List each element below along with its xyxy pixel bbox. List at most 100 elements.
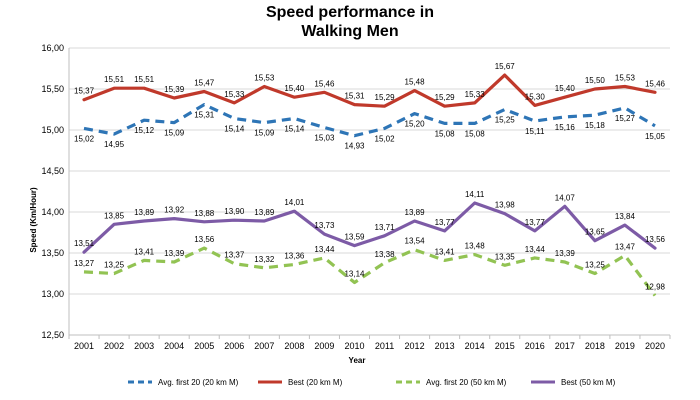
x-tick-label: 2008 [284, 341, 304, 351]
series-lines [82, 73, 657, 297]
data-label: 14,07 [555, 193, 576, 202]
data-label: 15,30 [525, 92, 546, 101]
data-label: 14,95 [104, 140, 125, 149]
x-tick-label: 2009 [314, 341, 334, 351]
legend-label-3: Avg. first 20 (50 km M) [426, 378, 507, 387]
data-label: 13,84 [615, 212, 636, 221]
data-label: 15,09 [164, 129, 185, 138]
data-label: 15,33 [224, 90, 245, 99]
x-tick-label: 2017 [555, 341, 575, 351]
data-label: 13,88 [194, 209, 215, 218]
data-label: 13,39 [555, 249, 576, 258]
series-line-1 [83, 102, 656, 138]
axes: 12,50 13,00 13,50 14,00 14,50 15,00 15,50 16,00… [41, 43, 671, 351]
data-label: 13,77 [435, 218, 456, 227]
legend-label-2: Best (20 km M) [288, 378, 343, 387]
data-label: 13,89 [134, 208, 155, 217]
x-tick-label: 2007 [254, 341, 274, 351]
legend: Avg. first 20 (20 km M) Best (20 km M) Avg… [128, 378, 616, 387]
data-label: 14,93 [344, 142, 365, 151]
data-label: 15,02 [375, 134, 396, 143]
data-label: 15,50 [585, 76, 606, 85]
x-tick-label: 2013 [435, 341, 455, 351]
legend-label-4: Best (50 km M) [561, 378, 616, 387]
data-label: 15,53 [615, 74, 636, 83]
data-label: 15,40 [555, 84, 576, 93]
x-tick-label: 2014 [465, 341, 485, 351]
series-line-2 [82, 73, 657, 108]
data-label: 13,36 [284, 251, 305, 260]
data-label: 13,41 [435, 247, 456, 256]
data-label: 15,09 [254, 129, 275, 138]
x-tick-label: 2001 [74, 341, 94, 351]
data-label: 13,27 [74, 259, 95, 268]
y-tick-label: 15,50 [41, 84, 64, 94]
y-tick-label: 14,50 [41, 166, 64, 176]
data-label: 15,31 [194, 111, 215, 120]
data-label: 13,47 [615, 242, 636, 251]
data-label: 12,98 [645, 283, 666, 292]
chart-title-line1: Speed performance in [266, 4, 434, 21]
data-label: 14,01 [284, 198, 305, 207]
x-axis-title: Year [349, 356, 366, 365]
data-label: 15,20 [405, 120, 426, 129]
data-label: 13,44 [314, 245, 335, 254]
data-label: 15,29 [435, 93, 456, 102]
gridlines [69, 47, 670, 336]
data-label: 13,51 [74, 239, 95, 248]
y-tick-label: 14,00 [41, 207, 64, 217]
data-label: 15,29 [375, 93, 396, 102]
data-label: 13,38 [375, 250, 396, 259]
data-label: 15,11 [525, 127, 545, 136]
data-label: 13,90 [224, 207, 245, 216]
data-label: 15,51 [104, 75, 125, 84]
data-label: 13,14 [344, 270, 365, 279]
x-tick-label: 2010 [344, 341, 364, 351]
data-label: 13,32 [254, 255, 275, 264]
data-label: 15,67 [495, 62, 516, 71]
data-labels: 15,02 14,95 15,12 15,09 15,31 15,14 15,09 15,14… [74, 62, 666, 292]
x-tick-label: 2002 [104, 341, 124, 351]
data-label: 15,08 [465, 129, 486, 138]
data-label: 13,35 [495, 252, 516, 261]
x-tick-label: 2012 [405, 341, 425, 351]
data-label: 15,31 [344, 92, 365, 101]
data-label: 13,98 [495, 201, 516, 210]
data-label: 15,03 [314, 134, 335, 143]
data-label: 13,89 [405, 208, 426, 217]
y-tick-label: 12,50 [41, 330, 64, 340]
data-label: 15,16 [555, 123, 576, 132]
data-label: 13,54 [405, 237, 426, 246]
data-label: 15,37 [74, 87, 95, 96]
x-tick-label: 2003 [134, 341, 154, 351]
data-label: 13,92 [164, 206, 185, 215]
data-label: 13,89 [254, 208, 275, 217]
data-label: 14,11 [465, 190, 485, 199]
data-label: 15,48 [405, 78, 426, 87]
y-axis-title: Speed (Km/Hour) [29, 187, 38, 253]
x-tick-label: 2004 [164, 341, 184, 351]
y-tick-label: 16,00 [41, 43, 64, 53]
data-label: 15,12 [134, 126, 155, 135]
data-label: 15,51 [134, 75, 155, 84]
y-tick-label: 15,00 [41, 125, 64, 135]
data-label: 13,56 [194, 235, 215, 244]
chart-title-line2: Walking Men [301, 23, 398, 40]
x-tick-label: 2016 [525, 341, 545, 351]
data-label: 15,47 [194, 78, 215, 87]
data-label: 13,25 [104, 261, 125, 270]
x-tick-label: 2005 [194, 341, 214, 351]
data-label: 13,56 [645, 235, 666, 244]
data-label: 13,77 [525, 218, 546, 227]
data-label: 15,40 [284, 84, 305, 93]
y-tick-label: 13,00 [41, 289, 64, 299]
data-label: 15,27 [615, 114, 636, 123]
data-label: 13,65 [585, 228, 606, 237]
x-tick-label: 2019 [615, 341, 635, 351]
data-label: 13,59 [344, 233, 365, 242]
data-label: 15,46 [314, 79, 335, 88]
x-tick-label: 2020 [645, 341, 665, 351]
series-line-4 [82, 201, 657, 254]
data-label: 15,05 [645, 132, 666, 141]
